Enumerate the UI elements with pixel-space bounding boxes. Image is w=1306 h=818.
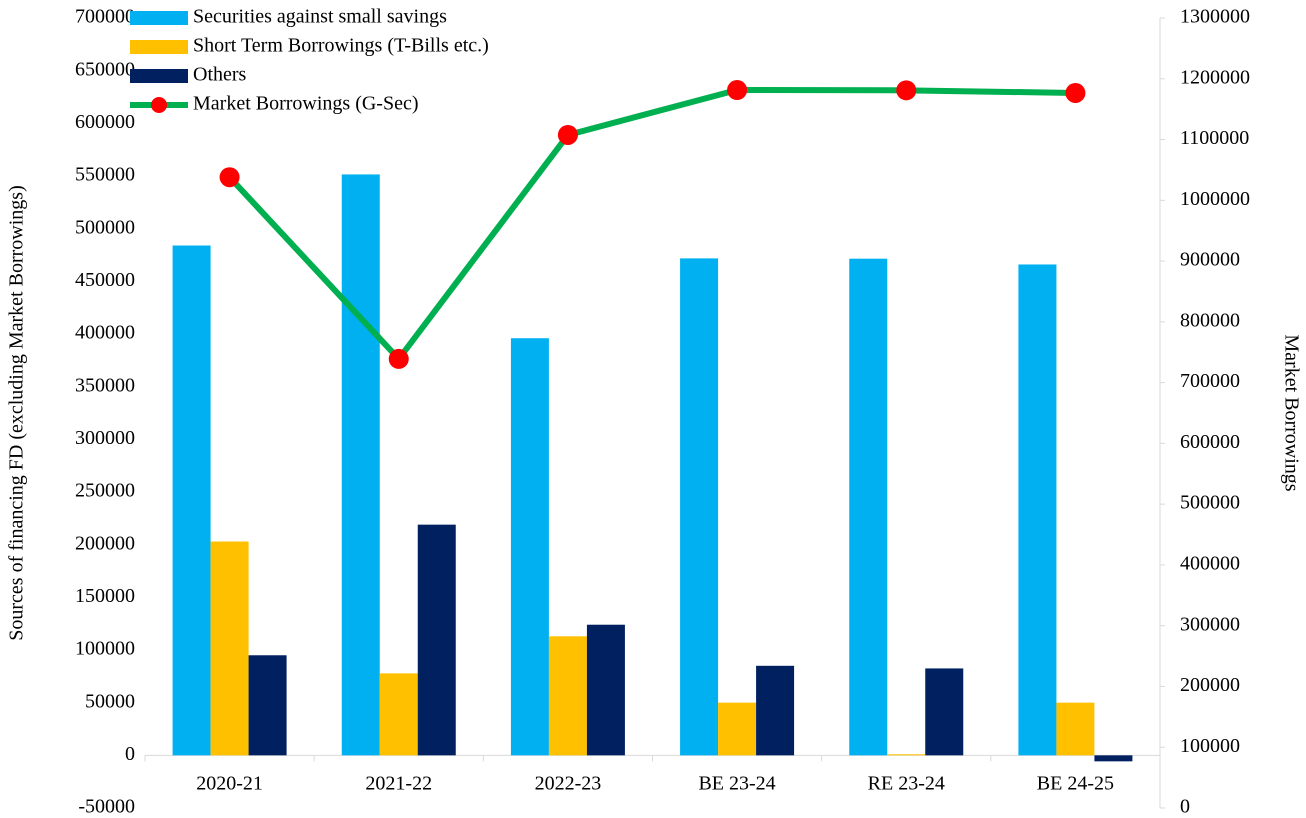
- bar: [680, 258, 719, 756]
- y-tick-label: 100000: [75, 638, 135, 660]
- y-tick-label: 400000: [75, 322, 135, 344]
- bar: [417, 524, 456, 756]
- bar: [379, 673, 418, 756]
- y-tick-label: 450000: [75, 269, 135, 291]
- marker: [727, 80, 748, 101]
- y2-tick-label: 1300000: [1180, 6, 1250, 28]
- y2-tick-label: 100000: [1180, 735, 1240, 757]
- bar: [925, 668, 964, 756]
- marker: [896, 80, 917, 101]
- y2-tick-label: 300000: [1180, 613, 1240, 635]
- bar: [210, 541, 249, 756]
- x-tick-label: RE 23-24: [868, 773, 945, 795]
- y-tick-label: 200000: [75, 532, 135, 554]
- x-tick-label: BE 23-24: [698, 773, 775, 795]
- bar: [718, 702, 757, 756]
- marker: [557, 124, 578, 145]
- y-tick-label: 700000: [75, 6, 135, 28]
- legend-label: Short Term Borrowings (T-Bills etc.): [193, 35, 489, 57]
- y-tick-label: 500000: [75, 216, 135, 238]
- bar: [1018, 264, 1057, 756]
- y-tick-label: 150000: [75, 585, 135, 607]
- bar: [548, 636, 587, 756]
- bar: [887, 754, 926, 756]
- legend-swatch: [130, 11, 188, 25]
- legend-swatch: [130, 69, 188, 83]
- y2-tick-label: 1100000: [1180, 127, 1249, 149]
- bar: [341, 174, 380, 756]
- x-tick-label: 2022-23: [535, 773, 602, 795]
- y2-tick-label: 500000: [1180, 492, 1240, 514]
- y2-tick-label: 200000: [1180, 674, 1240, 696]
- legend-label: Securities against small savings: [193, 6, 447, 28]
- y-tick-label: 550000: [75, 164, 135, 186]
- marker: [388, 348, 409, 369]
- marker: [219, 167, 240, 188]
- y2-tick-label: 1000000: [1180, 188, 1250, 210]
- y2-tick-label: 900000: [1180, 249, 1240, 271]
- y-tick-label: -50000: [78, 796, 135, 818]
- bar: [586, 624, 625, 756]
- y-tick-label: 600000: [75, 111, 135, 133]
- marker: [1065, 82, 1086, 103]
- line: [227, 87, 1076, 362]
- bar: [756, 665, 795, 756]
- x-tick-label: BE 24-25: [1037, 773, 1114, 795]
- legend-marker: [151, 97, 167, 113]
- bar: [172, 245, 211, 756]
- x-tick-label: 2021-22: [365, 773, 432, 795]
- y2-tick-label: 1200000: [1180, 66, 1250, 88]
- y-tick-label: 350000: [75, 374, 135, 396]
- y-axis-label: Sources of financing FD (excluding Marke…: [6, 185, 28, 640]
- y2-tick-label: 700000: [1180, 370, 1240, 392]
- bar: [849, 258, 888, 756]
- x-tick-label: 2020-21: [196, 773, 263, 795]
- bar: [510, 338, 549, 756]
- y-tick-label: 0: [125, 743, 135, 765]
- bar: [1056, 702, 1095, 756]
- y-tick-label: 50000: [85, 690, 135, 712]
- legend-swatch: [130, 40, 188, 54]
- y-tick-label: 650000: [75, 58, 135, 80]
- legend-label: Market Borrowings (G-Sec): [193, 93, 419, 115]
- legend-label: Others: [193, 64, 247, 86]
- y-tick-label: 300000: [75, 427, 135, 449]
- y2-tick-label: 800000: [1180, 309, 1240, 331]
- y2-tick-label: 0: [1180, 796, 1190, 818]
- y-tick-label: 250000: [75, 480, 135, 502]
- y2-axis-label: Market Borrowings: [1280, 334, 1302, 491]
- bar: [248, 655, 287, 756]
- y2-tick-label: 600000: [1180, 431, 1240, 453]
- bar: [1094, 755, 1133, 762]
- y2-tick-label: 400000: [1180, 553, 1240, 575]
